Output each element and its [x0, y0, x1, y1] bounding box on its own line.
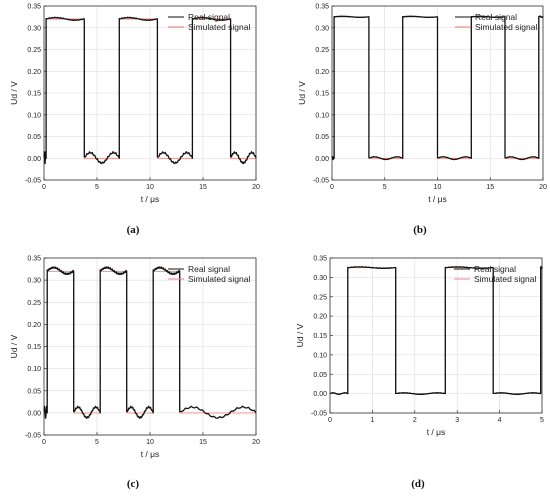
- y-tick-label: 0.10: [27, 112, 41, 119]
- y-axis-label: Ud / V: [295, 323, 305, 347]
- legend-label: Real signal: [475, 12, 517, 22]
- y-tick-label: 0.30: [313, 275, 327, 282]
- legend-label: Simulated signal: [188, 274, 250, 284]
- panel-caption: (b): [413, 224, 427, 236]
- chart-panel-a: 0 5 10 15 20 -0.05 0.00 0.05 0.10 0.15 0.20 0.25 0.3…: [9, 4, 260, 237]
- series-real-signal: [43, 16, 257, 165]
- x-axis-label: t / μs: [141, 194, 160, 204]
- y-tick-label: 0.25: [27, 47, 41, 54]
- legend-label: Simulated signal: [474, 274, 536, 284]
- y-tick-label: 0.15: [315, 91, 329, 98]
- x-tick-label: 0: [42, 439, 46, 446]
- y-tick-label: 0.30: [315, 25, 329, 32]
- series-simulated-signal: [330, 267, 542, 395]
- y-tick-label: 0.25: [315, 47, 329, 54]
- x-tick-label: 5: [95, 184, 99, 191]
- x-tick-label: 10: [434, 184, 442, 191]
- y-tick-label: 0.20: [313, 314, 327, 321]
- x-tick-label: 20: [539, 184, 547, 191]
- x-tick-label: 10: [146, 184, 154, 191]
- y-tick-label: 0.05: [315, 134, 329, 141]
- x-tick-label: 4: [498, 417, 502, 424]
- x-tick-label: 20: [252, 439, 260, 446]
- x-tick-label: 15: [199, 439, 207, 446]
- y-tick-label: 0.20: [315, 69, 329, 76]
- panel-caption: (d): [411, 478, 425, 490]
- legend-label: Real signal: [188, 12, 230, 22]
- y-axis-label: Ud / V: [9, 81, 19, 105]
- legend-label: Simulated signal: [475, 22, 537, 32]
- y-tick-label: 0.00: [27, 156, 41, 163]
- x-tick-label: 2: [413, 417, 417, 424]
- x-tick-label: 0: [42, 184, 46, 191]
- y-tick-label: -0.05: [313, 178, 329, 185]
- x-tick-label: 5: [540, 417, 544, 424]
- y-tick-label: -0.05: [25, 178, 41, 185]
- x-tick-label: 20: [252, 184, 260, 191]
- chart-panel-d: 0 1 2 3 4 5 -0.05 0.00 0.05 0.10 0.15 0.20 0.25 0.30 0…: [295, 256, 544, 491]
- x-tick-label: 0: [330, 184, 334, 191]
- y-tick-label: 0.35: [313, 256, 327, 263]
- y-tick-label: 0.15: [313, 333, 327, 340]
- y-tick-label: 0.15: [27, 344, 41, 351]
- y-axis-label: Ud / V: [9, 334, 19, 358]
- y-tick-label: 0.30: [27, 25, 41, 32]
- y-tick-label: 0.35: [315, 4, 329, 11]
- y-tick-label: 0.35: [27, 256, 41, 263]
- y-tick-label: -0.05: [311, 411, 327, 418]
- y-tick-label: 0.10: [313, 352, 327, 359]
- y-tick-label: 0.05: [27, 388, 41, 395]
- x-tick-label: 1: [370, 417, 374, 424]
- x-tick-label: 15: [486, 184, 494, 191]
- y-axis-label: Ud / V: [297, 81, 307, 105]
- x-tick-label: 3: [455, 417, 459, 424]
- y-tick-label: -0.05: [25, 433, 41, 440]
- legend-label: Real signal: [474, 264, 516, 274]
- y-tick-label: 0.20: [27, 322, 41, 329]
- x-tick-label: 10: [146, 439, 154, 446]
- y-tick-label: 0.00: [313, 391, 327, 398]
- y-tick-label: 0.10: [315, 112, 329, 119]
- y-tick-label: 0.05: [313, 372, 327, 379]
- legend-label: Simulated signal: [188, 22, 250, 32]
- y-tick-label: 0.05: [27, 134, 41, 141]
- x-tick-label: 5: [95, 439, 99, 446]
- legend-label: Real signal: [188, 264, 230, 274]
- x-axis-label: t / μs: [427, 427, 446, 437]
- x-tick-label: 15: [199, 184, 207, 191]
- y-tick-label: 0.25: [313, 294, 327, 301]
- chart-panel-b: 0 5 10 15 20 -0.05 0.00 0.05 0.10 0.15 0.20 0.25 0.3…: [297, 4, 547, 237]
- panel-caption: (c): [127, 478, 140, 490]
- y-tick-label: 0.35: [27, 4, 41, 11]
- x-tick-label: 0: [328, 417, 332, 424]
- y-tick-label: 0.30: [27, 278, 41, 285]
- x-axis-label: t / μs: [141, 449, 160, 459]
- x-axis-label: t / μs: [428, 194, 447, 204]
- panel-caption: (a): [127, 224, 140, 236]
- y-tick-label: 0.15: [27, 91, 41, 98]
- y-tick-label: 0.00: [315, 156, 329, 163]
- y-tick-label: 0.10: [27, 366, 41, 373]
- y-tick-label: 0.25: [27, 300, 41, 307]
- series-real-signal: [43, 266, 257, 419]
- x-tick-label: 5: [383, 184, 387, 191]
- series-real-signal: [329, 266, 543, 396]
- chart-panel-c: 0 5 10 15 20 -0.05 0.00 0.05 0.10 0.15 0.20 0.25 0.3…: [9, 256, 260, 491]
- y-tick-label: 0.00: [27, 410, 41, 417]
- y-tick-label: 0.20: [27, 69, 41, 76]
- series-real-signal: [331, 15, 544, 161]
